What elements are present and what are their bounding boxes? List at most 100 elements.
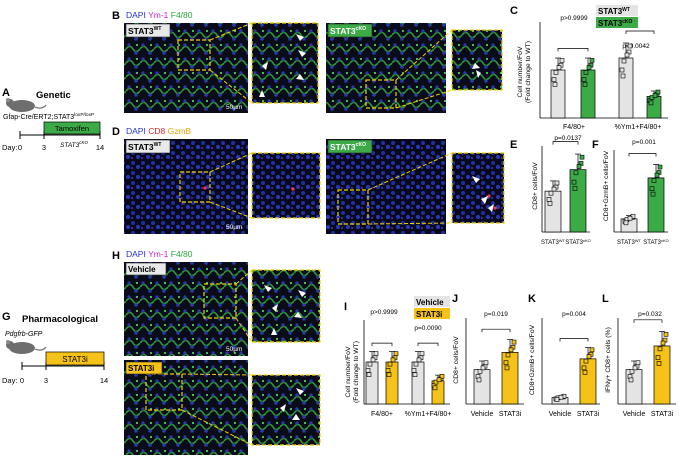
i-data-point bbox=[436, 377, 442, 383]
svg-text:DAPI CD8 GzmB: DAPI CD8 GzmB bbox=[126, 126, 192, 136]
svg-text:STAT3cKO: STAT3cKO bbox=[643, 238, 669, 246]
panel-label-l: L bbox=[602, 293, 609, 305]
stain-dapi: DAPI bbox=[126, 249, 146, 259]
i-data-point bbox=[432, 385, 438, 391]
panel-a-ko-sup: cKO bbox=[79, 140, 88, 145]
l-data-point bbox=[655, 355, 661, 360]
panel-h: H DAPI Ym-1 F4/80 Vehicle STAT3i 50µm bbox=[112, 249, 321, 455]
c-legend-ko-sup: cKO bbox=[622, 19, 632, 25]
j-data-point bbox=[504, 365, 510, 371]
j-data-point bbox=[505, 352, 511, 358]
k-data-point bbox=[589, 347, 595, 353]
e-sig-bracket bbox=[552, 141, 579, 145]
mouse-icon bbox=[6, 340, 47, 354]
i-sig-bracket bbox=[371, 342, 393, 347]
panel-a-ko: STAT3 bbox=[60, 142, 80, 149]
e-x2-sup: cKO bbox=[583, 238, 591, 243]
svg-text:DAPI Ym-1 F4/80: DAPI Ym-1 F4/80 bbox=[126, 249, 193, 259]
label-h-vehicle: Vehicle bbox=[128, 265, 156, 274]
panel-g-d0: 0 bbox=[20, 376, 24, 385]
e-x1-sup: WT bbox=[559, 238, 566, 243]
i-ylabel-1: Cell number/FoV bbox=[345, 346, 352, 397]
panel-label-e: E bbox=[510, 139, 517, 151]
l-sig-bracket bbox=[633, 319, 663, 323]
i-x2: %Ym1+F4/80+ bbox=[405, 411, 452, 418]
j-p: p=0.019 bbox=[484, 311, 508, 318]
panel-g: G Pharmacological Pdgfrb-GFP STAT3i Day:… bbox=[2, 311, 108, 385]
stain-f480: F4/80 bbox=[171, 10, 193, 20]
panel-label-c: C bbox=[510, 5, 518, 17]
panel-label-a: A bbox=[2, 87, 10, 99]
c-data-point bbox=[620, 73, 626, 79]
c-data-point bbox=[553, 70, 559, 75]
stain-ym1: Ym-1 bbox=[148, 10, 169, 20]
c-sig-bracket bbox=[625, 30, 655, 34]
charts: C E F I J K L Cell number/FoV (Fold chan… bbox=[344, 5, 676, 418]
f-data-point bbox=[627, 215, 633, 221]
tamoxifen-box bbox=[43, 121, 101, 135]
panel-label-k: K bbox=[528, 293, 536, 305]
svg-text:Gfap-Cre/ERT2;STAT3loxP/loxP: Gfap-Cre/ERT2;STAT3loxP/loxP bbox=[3, 112, 94, 121]
image-d-wt bbox=[124, 139, 248, 234]
f-x1: STAT3 bbox=[617, 240, 635, 246]
panel-a-d14: 14 bbox=[96, 143, 104, 152]
k-sig-bracket bbox=[559, 338, 589, 342]
panel-a-day: Day: bbox=[2, 143, 17, 152]
j-x1: Vehicle bbox=[471, 411, 494, 418]
i-data-point bbox=[433, 379, 439, 385]
i-data-point bbox=[413, 361, 419, 367]
stain-gzmb: GzmB bbox=[168, 126, 192, 136]
j-sig-bracket bbox=[481, 328, 511, 333]
i-data-point bbox=[439, 373, 445, 379]
k-x1: Vehicle bbox=[549, 411, 572, 418]
i-data-point bbox=[419, 351, 425, 356]
c-data-point bbox=[619, 67, 625, 73]
c-bar bbox=[580, 69, 596, 119]
c-p2: p=0.0042 bbox=[622, 43, 650, 50]
j-data-point bbox=[503, 360, 509, 366]
svg-text:STAT3cKO: STAT3cKO bbox=[330, 26, 366, 36]
tamoxifen-label: Tamoxifen bbox=[55, 124, 89, 133]
f-sig-bracket bbox=[628, 153, 657, 157]
image-d-ko-zoom bbox=[452, 153, 504, 223]
label-d-ko-sup: cKO bbox=[356, 142, 366, 148]
i-data-point bbox=[365, 368, 371, 373]
panel-b: B DAPI Ym-1 F4/80 STAT3WT STAT3cKO 50µm bbox=[112, 10, 503, 113]
svg-text:STAT3cKO: STAT3cKO bbox=[565, 238, 591, 246]
c-p1: p>0.9999 bbox=[560, 15, 588, 22]
l-x1: Vehicle bbox=[623, 411, 646, 418]
stain-dapi: DAPI bbox=[126, 10, 146, 20]
svg-text:STAT3cKO: STAT3cKO bbox=[598, 19, 633, 28]
i-data-point bbox=[386, 372, 392, 377]
i-p2: p=0.0090 bbox=[414, 325, 442, 332]
panel-g-d3: 3 bbox=[44, 376, 48, 385]
arrowhead-icons bbox=[264, 285, 306, 420]
scalebar-h: 50µm bbox=[226, 346, 242, 353]
j-data-point bbox=[483, 360, 489, 366]
i-data-point bbox=[385, 368, 391, 373]
i-p1: p>0.9999 bbox=[370, 309, 398, 316]
svg-text:STAT3WT: STAT3WT bbox=[128, 142, 161, 152]
j-data-point bbox=[480, 365, 486, 371]
j-data-point bbox=[477, 369, 483, 374]
l-data-point bbox=[632, 365, 638, 371]
c-data-point bbox=[648, 100, 654, 106]
e-data-point bbox=[551, 186, 557, 192]
e-data-point bbox=[573, 170, 579, 176]
j-ylabel: CD8+ cells/FoV bbox=[453, 336, 460, 384]
f-x1-sup: WT bbox=[635, 238, 642, 243]
f-data-point bbox=[654, 172, 660, 178]
label-b-wt-sup: WT bbox=[154, 26, 162, 32]
c-sig-bracket bbox=[557, 48, 589, 52]
image-h-stat3i-zoom bbox=[252, 375, 320, 445]
svg-text:STAT3cKO: STAT3cKO bbox=[330, 142, 366, 152]
f-x2: STAT3 bbox=[643, 240, 661, 246]
image-b-wt-zoom bbox=[252, 23, 318, 103]
i-data-point bbox=[412, 372, 418, 377]
label-h-stat3i: STAT3i bbox=[128, 364, 154, 373]
f-data-point bbox=[650, 191, 656, 197]
e-data-point bbox=[547, 201, 553, 206]
svg-text:STAT3WT: STAT3WT bbox=[541, 238, 566, 246]
c-data-point bbox=[621, 58, 627, 64]
l-data-point bbox=[629, 369, 635, 374]
